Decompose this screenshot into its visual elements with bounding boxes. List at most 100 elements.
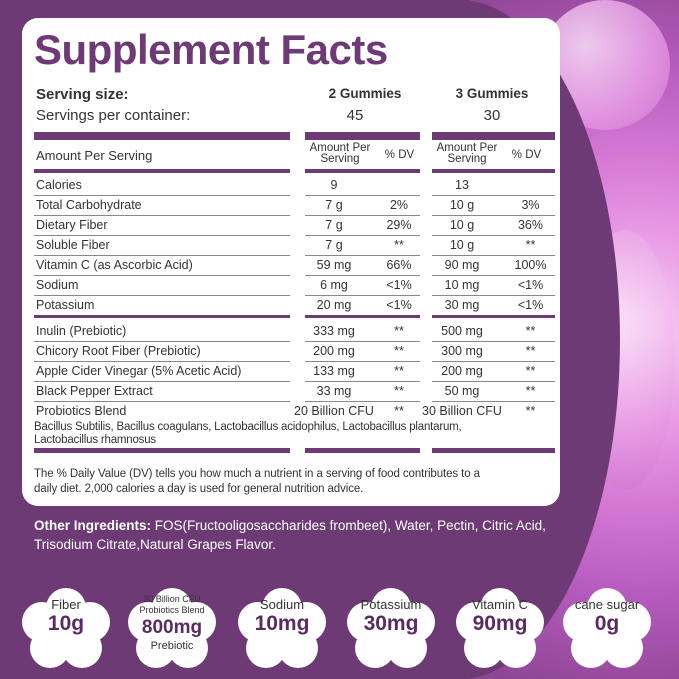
amount-per-serving-header: Amount Per Serving: [36, 148, 153, 163]
col1-dv: 2%: [389, 198, 409, 212]
col2-dv: <1%: [517, 298, 544, 312]
supplement-facts-panel: Supplement Facts Serving size: Servings …: [22, 18, 560, 506]
col1-amount: 33 mg: [316, 384, 352, 398]
divider-bar: [34, 448, 290, 453]
col1-amount: 6 mg: [320, 278, 348, 292]
row-divider: [305, 255, 420, 256]
col1-dv: **: [394, 384, 404, 398]
col2-amount: 200 mg: [441, 364, 483, 378]
row-divider: [34, 341, 290, 342]
divider-bar: [305, 169, 420, 173]
nutrient-name: Inulin (Prebiotic): [36, 324, 127, 338]
divider-bar: [432, 132, 555, 140]
dv-note-line: The % Daily Value (DV) tells you how muc…: [34, 468, 480, 480]
other-ingredients-text: FOS(Fructooligosaccharides frombeet), Wa…: [151, 518, 546, 533]
other-ingredients: Other Ingredients: FOS(Fructooligosaccha…: [34, 516, 634, 554]
other-ingredients-text: Trisodium Citrate,Natural Grapes Flavor.: [34, 537, 276, 552]
amount-column-header: Amount Per Serving: [309, 142, 371, 165]
row-divider: [305, 381, 420, 382]
dv-column-header: % DV: [511, 149, 542, 161]
row-divider: [305, 401, 420, 402]
nutrient-name: Apple Cider Vinegar (5% Acetic Acid): [36, 364, 242, 378]
badge-potassium: Potassium 30mg: [347, 588, 435, 670]
nutrient-name: Calories: [36, 178, 82, 192]
nutrient-name: Chicory Root Fiber (Prebiotic): [36, 344, 201, 358]
dv-note: The % Daily Value (DV) tells you how muc…: [34, 467, 480, 497]
row-divider: [34, 255, 290, 256]
badge-label: 30 Billion CFU Probiotics Blend: [139, 594, 205, 615]
badge-label: Fiber: [51, 597, 81, 612]
col2-amount: 10 g: [449, 218, 475, 232]
col1-dv: <1%: [386, 278, 412, 292]
row-divider: [432, 235, 555, 236]
row-divider: [34, 215, 290, 216]
badge-value: 90mg: [472, 612, 528, 635]
col2-dv: 3%: [521, 198, 540, 212]
col2-amount: 30 Billion CFU: [422, 404, 502, 418]
badge-sub-label: Prebiotic: [150, 640, 194, 652]
row-divider: [305, 235, 420, 236]
nutrient-name: Dietary Fiber: [36, 218, 108, 232]
nutrient-name: Probiotics Blend: [36, 404, 127, 418]
col2-dv: **: [525, 238, 536, 252]
col2-amount: 13: [455, 178, 469, 192]
col2-amount: 30 mg: [444, 298, 480, 312]
col2-amount: 10 mg: [444, 278, 480, 292]
badge-fiber: Fiber 10g: [22, 588, 110, 670]
row-divider: [432, 381, 555, 382]
col2-dv: 100%: [514, 258, 547, 272]
badge-label: cane sugar: [574, 597, 640, 612]
row-divider: [34, 195, 290, 196]
nutrient-name: Sodium: [36, 278, 79, 292]
col1-dv: <1%: [386, 298, 412, 312]
col1-amount: 9: [330, 178, 338, 192]
col2-dv: **: [525, 324, 536, 338]
col1-amount: 7 g: [325, 198, 343, 212]
badge-label: Sodium: [259, 597, 305, 612]
col2-dv: **: [525, 404, 536, 418]
col1-dv: **: [394, 344, 404, 358]
col1-amount: 200 mg: [313, 344, 355, 358]
col2-dv: <1%: [517, 278, 544, 292]
divider-bar: [432, 448, 555, 453]
col1-dv: 66%: [386, 258, 412, 272]
servings-label: Servings per container:: [36, 107, 191, 124]
divider-bar: [305, 132, 420, 140]
row-divider: [34, 361, 290, 362]
nutrient-name: Black Pepper Extract: [36, 384, 153, 398]
row-divider: [432, 361, 555, 362]
strains-line: Lactobacillus rhamnosus: [34, 434, 156, 446]
badge-vitamin-c: Vitamin C 90mg: [456, 588, 544, 670]
row-divider: [34, 295, 290, 296]
badge-value: 10mg: [254, 612, 310, 635]
badge-value: 10g: [47, 612, 85, 635]
badge-value: 0g: [594, 612, 620, 635]
row-divider: [432, 255, 555, 256]
dv-column-header: % DV: [384, 149, 415, 161]
row-divider: [34, 401, 290, 402]
col1-amount: 7 g: [325, 238, 343, 252]
col2-amount: 50 mg: [444, 384, 480, 398]
col2-amount: 500 mg: [441, 324, 483, 338]
col1-dv: **: [394, 364, 404, 378]
col1-amount: 133 mg: [313, 364, 355, 378]
badge-value: 800mg: [141, 617, 203, 638]
strains-line: Bacillus Subtilis, Bacillus coagulans, L…: [34, 421, 462, 433]
badge-30-billion-cfu-probiotics-blend: 30 Billion CFU Probiotics Blend 800mg Preb…: [128, 588, 216, 670]
divider-bar: [34, 315, 290, 318]
col1-dv: **: [394, 324, 404, 338]
row-divider: [305, 341, 420, 342]
col2-amount: 300 mg: [441, 344, 483, 358]
divider-bar: [432, 169, 555, 173]
col2-dv: **: [525, 344, 536, 358]
other-ingredients-label: Other Ingredients:: [34, 518, 152, 533]
col1-dv: 29%: [386, 218, 412, 232]
row-divider: [34, 235, 290, 236]
col2-dv: **: [525, 364, 536, 378]
nutrient-name: Potassium: [36, 298, 95, 312]
row-divider: [432, 295, 555, 296]
row-divider: [305, 195, 420, 196]
serving-size-label: Serving size:: [36, 86, 129, 103]
badge-label: Vitamin C: [471, 597, 529, 612]
row-divider: [432, 195, 555, 196]
